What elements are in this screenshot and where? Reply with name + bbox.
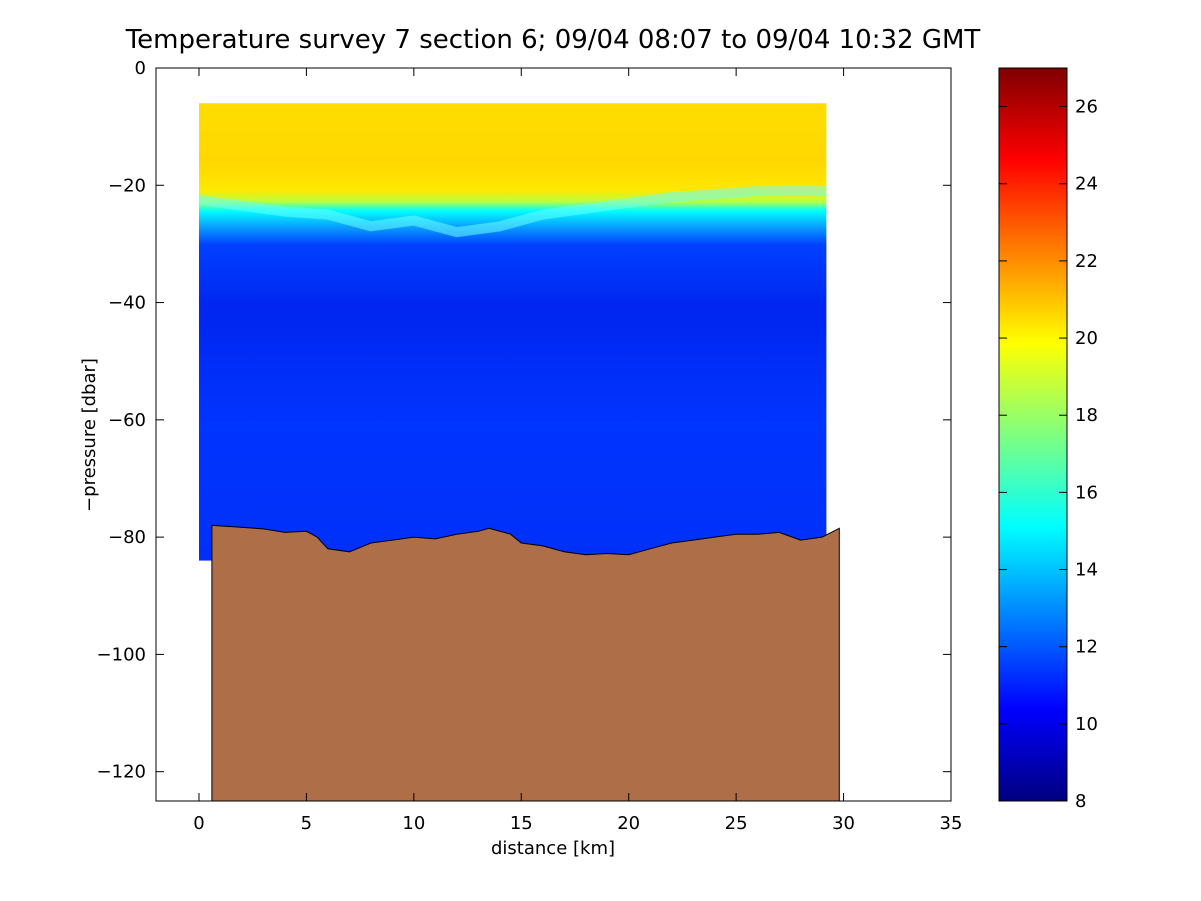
y-tick-label: 0 <box>135 58 146 79</box>
y-axis: 0 −20 −40 −60 −80 −100 −120 <box>97 58 951 783</box>
y-tick-label: −20 <box>108 175 146 196</box>
x-tick-label: 15 <box>510 813 533 834</box>
plot-area <box>198 103 840 801</box>
colorbar-tick-label: 24 <box>1075 174 1098 195</box>
x-tick-label: 0 <box>193 813 204 834</box>
temperature-field <box>198 103 827 561</box>
x-tick-label: 10 <box>402 813 425 834</box>
x-axis: 0 5 10 15 20 25 30 35 <box>193 68 962 834</box>
x-tick-label: 20 <box>617 813 640 834</box>
x-tick-label: 25 <box>725 813 748 834</box>
chart-title: Temperature survey 7 section 6; 09/04 08… <box>125 25 981 55</box>
y-tick-label: −40 <box>108 293 146 314</box>
colorbar-tick-label: 18 <box>1075 405 1098 426</box>
colorbar-tick-label: 14 <box>1075 560 1098 581</box>
axes-frame <box>155 67 952 802</box>
y-tick-label: −80 <box>108 527 146 548</box>
x-tick-label: 30 <box>832 813 855 834</box>
colorbar-tick-label: 8 <box>1075 791 1086 812</box>
temperature-layers <box>198 103 827 561</box>
y-tick-label: −120 <box>97 762 146 783</box>
colorbar-ticks: 8 10 12 14 16 18 20 22 24 26 <box>999 97 1098 812</box>
colorbar-tick-label: 10 <box>1075 714 1098 735</box>
thermocline-line <box>198 186 827 238</box>
colorbar-tick-label: 22 <box>1075 251 1098 272</box>
x-tick-label: 35 <box>940 813 963 834</box>
colorbar-tick-label: 12 <box>1075 637 1098 658</box>
colorbar-tick-label: 20 <box>1075 328 1098 349</box>
colorbar-tick-label: 16 <box>1075 482 1098 503</box>
x-axis-label: distance [km] <box>491 838 615 859</box>
x-tick-label: 5 <box>301 813 312 834</box>
colorbar: 8 10 12 14 16 18 20 22 24 26 <box>998 67 1098 812</box>
y-tick-label: −60 <box>108 410 146 431</box>
colorbar-tick-label: 26 <box>1075 97 1098 118</box>
colorbar-scale <box>998 67 1068 802</box>
y-tick-label: −100 <box>97 644 146 665</box>
seabed <box>211 524 840 801</box>
y-axis-label: −pressure [dbar] <box>79 358 100 512</box>
